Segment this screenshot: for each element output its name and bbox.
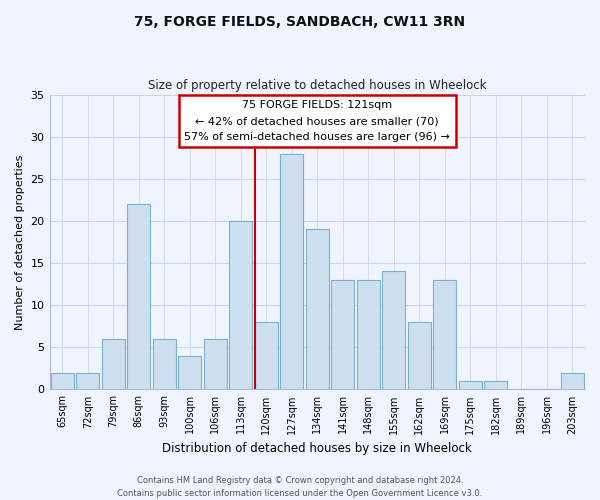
Bar bbox=[229, 221, 252, 390]
Bar bbox=[408, 322, 431, 390]
X-axis label: Distribution of detached houses by size in Wheelock: Distribution of detached houses by size … bbox=[163, 442, 472, 455]
Text: 75, FORGE FIELDS, SANDBACH, CW11 3RN: 75, FORGE FIELDS, SANDBACH, CW11 3RN bbox=[134, 15, 466, 29]
Bar bbox=[204, 339, 227, 390]
Text: Contains HM Land Registry data © Crown copyright and database right 2024.
Contai: Contains HM Land Registry data © Crown c… bbox=[118, 476, 482, 498]
Title: Size of property relative to detached houses in Wheelock: Size of property relative to detached ho… bbox=[148, 79, 487, 92]
Bar bbox=[433, 280, 456, 390]
Bar bbox=[306, 230, 329, 390]
Y-axis label: Number of detached properties: Number of detached properties bbox=[15, 154, 25, 330]
Bar bbox=[357, 280, 380, 390]
Bar bbox=[280, 154, 303, 390]
Bar bbox=[102, 339, 125, 390]
Bar bbox=[561, 372, 584, 390]
Bar bbox=[51, 372, 74, 390]
Text: 75 FORGE FIELDS: 121sqm
← 42% of detached houses are smaller (70)
57% of semi-de: 75 FORGE FIELDS: 121sqm ← 42% of detache… bbox=[184, 100, 450, 141]
Bar bbox=[382, 272, 405, 390]
Bar bbox=[255, 322, 278, 390]
Bar bbox=[127, 204, 150, 390]
Bar bbox=[76, 372, 99, 390]
Bar bbox=[484, 381, 507, 390]
Bar bbox=[459, 381, 482, 390]
Bar bbox=[178, 356, 201, 390]
Bar bbox=[153, 339, 176, 390]
Bar bbox=[331, 280, 354, 390]
